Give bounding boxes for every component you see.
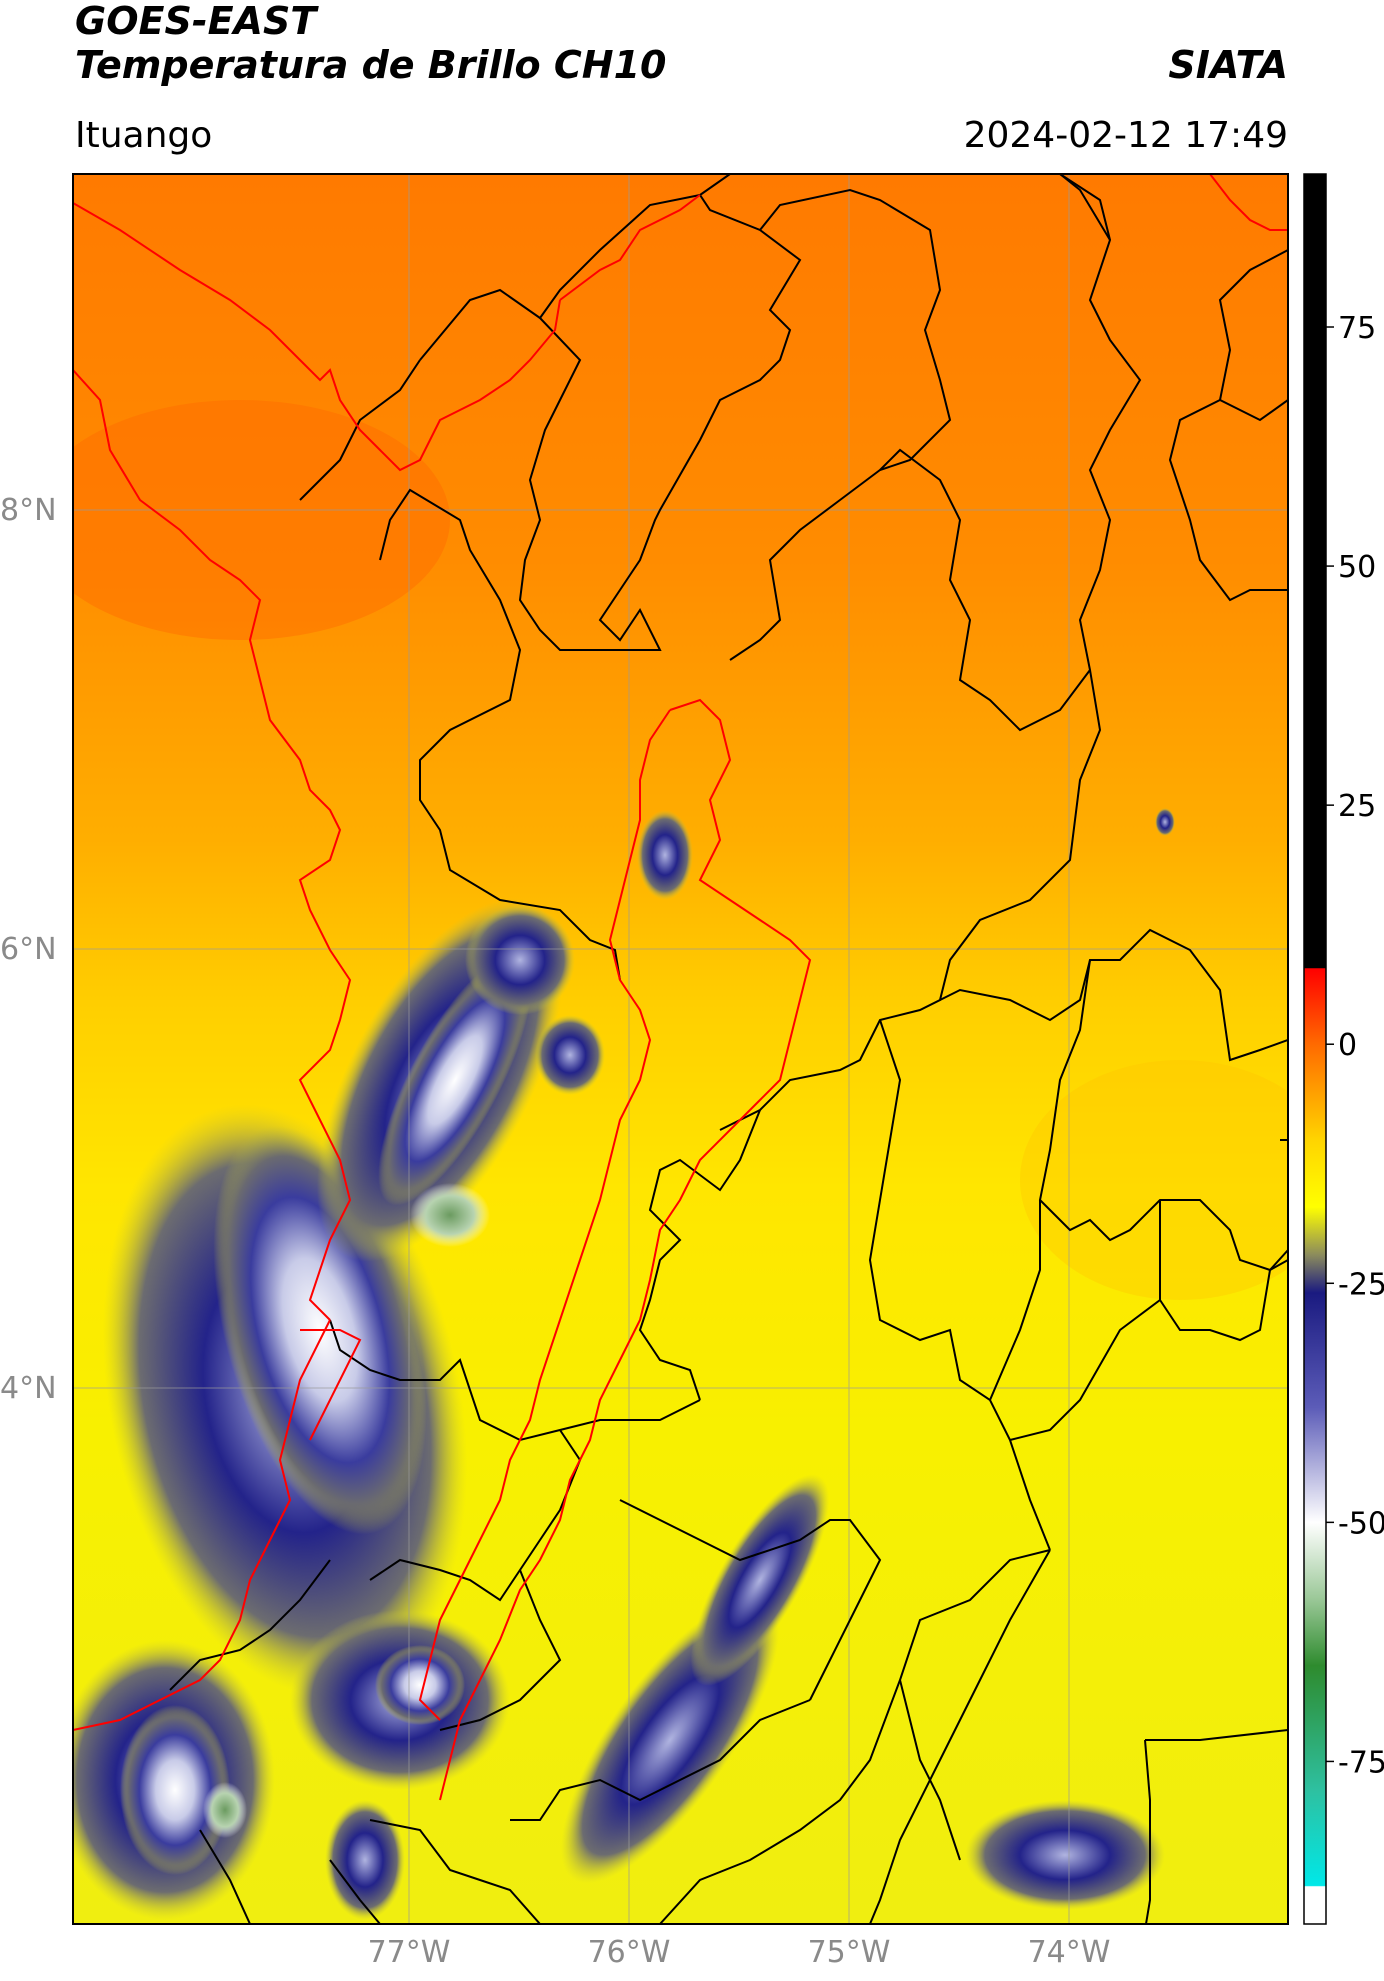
colorbar-tick-label: -75 <box>1338 1745 1384 1780</box>
map-frame <box>72 173 1289 1925</box>
coastline-and-region-outlines <box>73 174 1288 1801</box>
cloud-cold-tops <box>73 808 1175 1920</box>
colorbar-tick-label: -25 <box>1338 1267 1384 1302</box>
latitude-label: 8°N <box>0 493 57 528</box>
longitude-label: 74°W <box>1028 1935 1111 1970</box>
colorbar-tick-label: 25 <box>1338 789 1376 824</box>
latitude-label: 4°N <box>0 1371 57 1406</box>
datetime-label: 2024-02-12 17:49 <box>963 115 1288 156</box>
longitude-label: 76°W <box>588 1935 671 1970</box>
department-borders <box>169 174 1288 1924</box>
title-line-1: GOES-EAST <box>75 0 317 43</box>
region-label: Ituango <box>75 115 213 156</box>
latitude-labels: 8°N 6°N 4°N <box>0 493 57 1406</box>
grid-lines <box>73 174 1288 1924</box>
brand-label: SIATA <box>1168 43 1288 87</box>
longitude-label: 75°W <box>808 1935 891 1970</box>
colorbar-tick-label: -50 <box>1338 1506 1384 1541</box>
longitude-labels: 77°W 76°W 75°W 74°W <box>368 1935 1111 1970</box>
latitude-label: 6°N <box>0 932 57 967</box>
colorbar-tick-label: 50 <box>1338 550 1376 585</box>
colorbar-tick-label: 0 <box>1338 1028 1357 1063</box>
colorbar-tick-label: 75 <box>1338 311 1376 346</box>
longitude-label: 77°W <box>368 1935 451 1970</box>
title-line-2: Temperatura de Brillo CH10 <box>75 43 667 87</box>
colorbar: 75 50 25 0 -25 -50 -75 <box>1303 173 1384 1925</box>
